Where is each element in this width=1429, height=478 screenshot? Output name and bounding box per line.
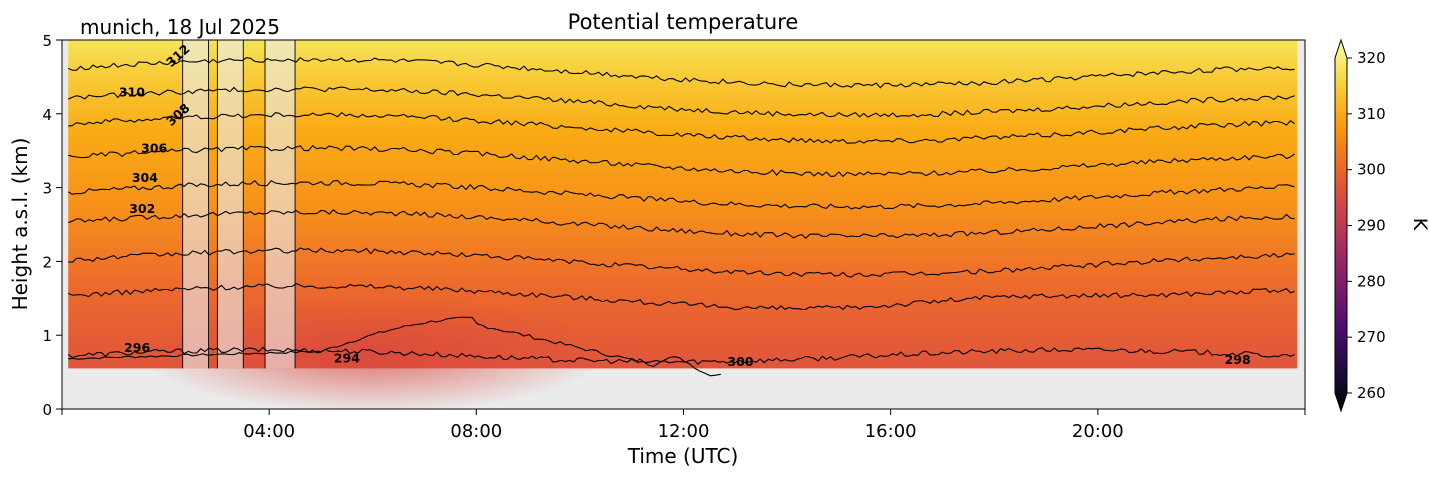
contour-line <box>67 346 1295 365</box>
y-axis: 0 1 2 3 4 5 <box>42 32 62 419</box>
contour-line <box>68 111 1295 144</box>
x-tick-label: 04:00 <box>243 421 295 442</box>
contour-label: 294 <box>334 350 360 365</box>
warm-boundary-layer <box>139 294 606 409</box>
contour-line <box>68 316 721 377</box>
no-data-band <box>265 40 296 369</box>
colorbar-label: K <box>1409 218 1429 231</box>
y-tick-label: 3 <box>42 180 52 198</box>
contour-label: 306 <box>141 141 167 156</box>
y-tick-label: 1 <box>42 327 52 345</box>
colorbar-tick-label: 260 <box>1357 384 1386 402</box>
contour-line <box>67 282 1295 311</box>
contour-label: 310 <box>119 85 145 100</box>
x-tick-label: 08:00 <box>450 421 502 442</box>
contour-line <box>68 144 1295 178</box>
chart-subtitle: munich, 18 Jul 2025 <box>80 15 280 39</box>
y-axis-label: Height a.s.l. (km) <box>8 138 32 311</box>
contour-line <box>68 209 1295 239</box>
y-tick-label: 0 <box>42 401 52 419</box>
contour-label: 302 <box>129 201 155 216</box>
chart-title: Potential temperature <box>568 10 799 34</box>
colorbar-tick-label: 320 <box>1357 49 1386 67</box>
contour-line <box>67 179 1295 210</box>
y-tick-label: 2 <box>42 253 52 271</box>
y-tick-label: 5 <box>42 32 52 50</box>
contour-label: 304 <box>132 170 158 185</box>
contour-label: 298 <box>1225 352 1251 367</box>
no-data-band <box>182 40 209 369</box>
colorbar-ticks: 260 270 280 290 300 310 320 <box>1347 49 1386 402</box>
contour-line <box>67 56 1295 89</box>
contour-line <box>67 86 1295 118</box>
contour-label: 296 <box>124 340 150 355</box>
colorbar-tick-label: 270 <box>1357 328 1386 346</box>
x-axis: 04:00 08:00 12:00 16:00 20:00 <box>61 409 1306 442</box>
colorbar-tick-label: 290 <box>1357 217 1386 235</box>
colorbar: 260 270 280 290 300 310 320 K <box>1334 38 1429 413</box>
x-axis-label: Time (UTC) <box>627 444 739 468</box>
x-tick-label: 12:00 <box>658 421 710 442</box>
contour-label: 300 <box>727 354 753 369</box>
x-tick-label: 20:00 <box>1072 421 1124 442</box>
y-tick-label: 4 <box>42 106 52 124</box>
colorbar-tick-label: 280 <box>1357 272 1386 290</box>
no-data-bands <box>182 40 296 369</box>
contour-lines <box>67 40 1295 377</box>
no-data-band <box>217 40 244 369</box>
contour-line <box>68 247 1295 278</box>
x-tick-label: 16:00 <box>865 421 917 442</box>
colorbar-body <box>1334 38 1348 413</box>
colorbar-tick-label: 310 <box>1357 105 1386 123</box>
colorbar-tick-label: 300 <box>1357 161 1386 179</box>
